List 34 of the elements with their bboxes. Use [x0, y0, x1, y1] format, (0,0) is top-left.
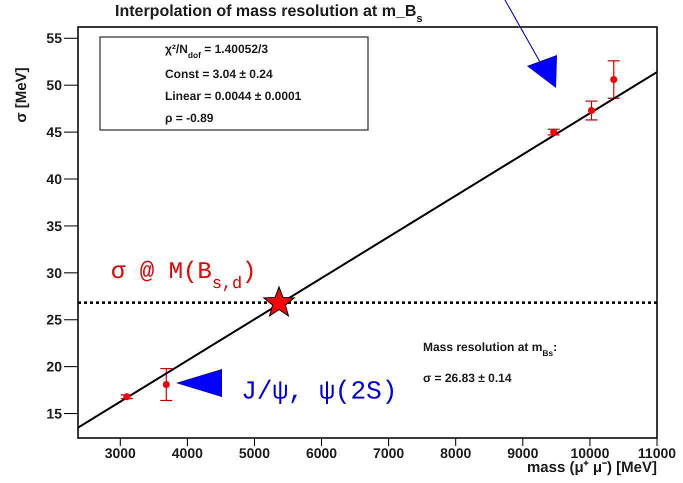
annotation: ρ = -0.89 — [165, 111, 214, 125]
point — [588, 107, 595, 114]
annotation: Mass resolution at m$_{Bs}$: — [423, 340, 558, 358]
y-tick-label: 25 — [46, 312, 62, 328]
x-axis-title: mass (μ⁺ μ⁻) [MeV] — [526, 459, 657, 476]
y-tick-label: 45 — [46, 124, 62, 140]
annotation: Const = 3.04 ± 0.24 — [165, 67, 273, 81]
x-tick-label: 10000 — [570, 444, 610, 461]
x-tick-label: 11000 — [638, 444, 676, 461]
y-tick-label: 20 — [46, 358, 62, 375]
x-tick-label: 3000 — [104, 444, 136, 461]
chart-title: Interpolation of mass resolution at m_B$_{s}$ — [115, 3, 423, 25]
point — [550, 128, 558, 136]
annotation: J/ψ, ψ(2S) — [241, 376, 398, 407]
annotation: Linear = 0.0044 ± 0.0001 — [165, 89, 302, 103]
y-tick-label: 35 — [46, 218, 62, 234]
x-tick-label: 7000 — [373, 444, 404, 461]
x-tick-label: 4000 — [172, 444, 204, 461]
y-tick-label: 30 — [46, 264, 62, 281]
point — [610, 76, 618, 84]
annotation: χ²/N$_{dof}$ = 1.40052/3 — [165, 42, 268, 60]
y-tick-label: 55 — [46, 30, 62, 46]
y-tick-label: 50 — [46, 77, 62, 94]
annotation: σ @ M(B$_{s,d}$) — [111, 259, 256, 294]
y-axis-title: σ [MeV] — [13, 67, 30, 123]
y-tick-label: 15 — [46, 406, 62, 422]
x-tick-label: 6000 — [306, 444, 338, 461]
point — [123, 393, 130, 400]
x-tick-label: 8000 — [440, 444, 472, 461]
point — [162, 381, 170, 388]
annotation: σ = 26.83 ± 0.14 — [423, 371, 512, 385]
y-tick-label: 40 — [46, 170, 62, 187]
x-tick-label: 9000 — [507, 444, 539, 461]
x-tick-label: 5000 — [238, 444, 270, 461]
